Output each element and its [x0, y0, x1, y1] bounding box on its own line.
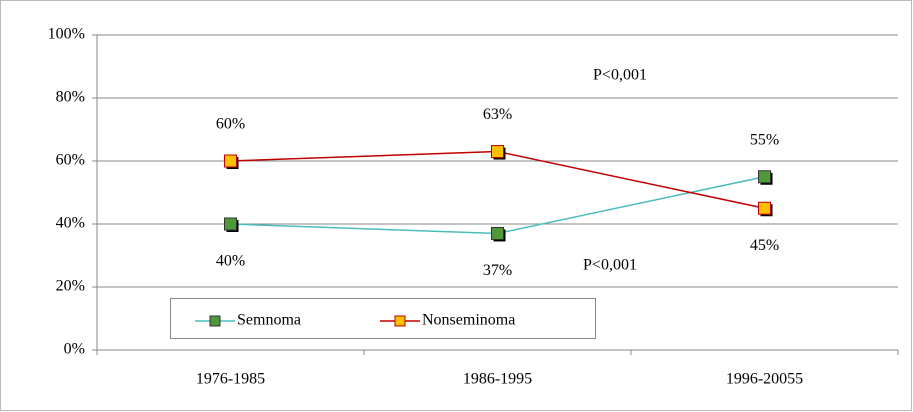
annotation: P<0,001	[593, 67, 647, 84]
data-label: 37%	[483, 262, 512, 279]
marker	[224, 217, 237, 231]
marker	[491, 145, 504, 159]
y-tick-label: 40%	[56, 215, 85, 232]
legend-label: Nonseminoma	[422, 312, 515, 329]
x-tick-label: 1976-1985	[196, 371, 265, 388]
marker	[758, 201, 771, 215]
marker	[491, 226, 504, 240]
legend-label: Semnoma	[237, 312, 301, 329]
y-tick-label: 0%	[64, 341, 85, 358]
y-tick-label: 80%	[56, 89, 85, 106]
data-label: 63%	[483, 106, 512, 123]
x-tick-label: 1996-20055	[726, 371, 803, 388]
data-label: 60%	[216, 116, 245, 133]
legend-marker	[209, 315, 221, 327]
data-label: 40%	[216, 253, 245, 270]
marker	[758, 170, 771, 184]
legend-box	[170, 298, 596, 339]
legend-marker	[394, 315, 406, 327]
y-tick-label: 100%	[48, 26, 85, 43]
marker	[224, 154, 237, 168]
x-tick-label: 1986-1995	[463, 371, 532, 388]
y-tick-label: 20%	[56, 278, 85, 295]
data-label: 55%	[750, 131, 779, 148]
data-label: 45%	[750, 237, 779, 254]
annotation: P<0,001	[583, 257, 637, 274]
y-tick-label: 60%	[56, 152, 85, 169]
